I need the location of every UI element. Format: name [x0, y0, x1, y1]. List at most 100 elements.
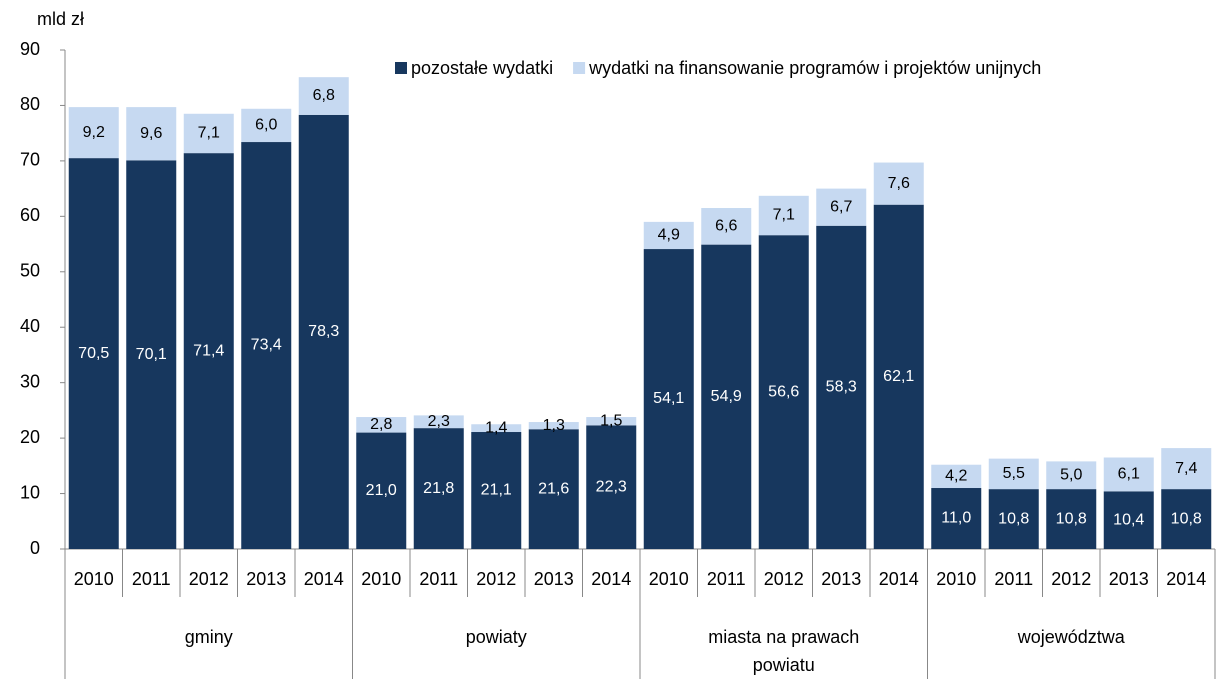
value-label: 10,4: [1113, 511, 1144, 528]
value-label: 9,6: [140, 125, 162, 142]
y-tick-label: 70: [20, 150, 40, 170]
value-label: 21,8: [423, 480, 454, 497]
y-axis-label: mld zł: [37, 9, 84, 29]
y-tick-label: 30: [20, 371, 40, 391]
y-tick-label: 60: [20, 205, 40, 225]
value-label: 4,9: [658, 227, 680, 244]
x-tick-label: 2014: [879, 569, 919, 589]
bar-segment: [758, 235, 809, 549]
value-label: 21,6: [538, 480, 569, 497]
group-label: miasta na prawach powiatu: [708, 627, 860, 675]
x-tick-label: 2012: [189, 569, 229, 589]
value-label: 10,8: [998, 510, 1029, 527]
value-label: 9,2: [83, 124, 105, 141]
x-tick-label: 2011: [707, 569, 746, 589]
x-tick-label: 2014: [304, 569, 344, 589]
bar-segment: [586, 425, 637, 549]
y-tick-label: 0: [30, 538, 40, 558]
x-tick-label: 2013: [246, 569, 286, 589]
bar-segment: [758, 195, 809, 236]
value-label: 78,3: [308, 323, 339, 340]
bar-segment: [931, 464, 982, 489]
value-label: 62,1: [883, 368, 914, 385]
value-label: 73,4: [251, 337, 282, 354]
bar-segment: [528, 429, 579, 549]
y-tick-label: 20: [20, 427, 40, 447]
y-tick-label: 90: [20, 39, 40, 59]
value-label: 58,3: [826, 379, 857, 396]
value-label: 6,0: [255, 117, 277, 134]
bar-segment: [816, 188, 867, 226]
bar-segment: [1161, 489, 1212, 549]
value-label: 11,0: [941, 510, 971, 527]
value-label: 70,5: [78, 345, 109, 362]
bar-segment: [1103, 491, 1154, 549]
bar-segment: [356, 417, 407, 433]
value-label: 7,1: [773, 207, 795, 224]
value-label: 1,3: [543, 417, 565, 434]
value-label: 7,4: [1175, 460, 1197, 477]
bar-segment: [126, 107, 177, 161]
y-tick-label: 40: [20, 316, 40, 336]
x-tick-label: 2010: [936, 569, 976, 589]
value-label: 7,1: [198, 125, 220, 142]
legend-label: pozostałe wydatki: [411, 58, 553, 78]
x-tick-label: 2010: [649, 569, 689, 589]
x-tick-label: 2014: [591, 569, 631, 589]
bar-segment: [701, 244, 752, 550]
bar-segment: [643, 249, 694, 549]
group-label: powiaty: [465, 627, 527, 647]
value-label: 6,8: [313, 87, 335, 104]
bar-segment: [586, 417, 637, 426]
value-label: 56,6: [768, 383, 799, 400]
y-tick-label: 80: [20, 94, 40, 114]
value-label: 1,4: [485, 419, 507, 436]
bar-segment: [988, 458, 1039, 490]
bar-segment: [701, 208, 752, 245]
value-label: 54,9: [711, 388, 742, 405]
x-tick-label: 2012: [764, 569, 804, 589]
y-tick-label: 10: [20, 482, 40, 502]
x-tick-label: 2011: [419, 569, 458, 589]
value-label: 2,8: [370, 416, 392, 433]
bar-segment: [1161, 448, 1212, 490]
bar-segment: [241, 142, 292, 549]
bar-segment: [643, 221, 694, 250]
x-tick-label: 2011: [132, 569, 171, 589]
value-label: 5,5: [1003, 465, 1025, 482]
value-label: 22,3: [596, 478, 627, 495]
x-tick-label: 2010: [361, 569, 401, 589]
x-tick-label: 2010: [74, 569, 114, 589]
bar-segment: [183, 153, 234, 550]
bar-segment: [816, 225, 867, 549]
bar-segment: [68, 158, 119, 549]
bar-segment: [873, 204, 924, 549]
bar-segment: [528, 422, 579, 430]
value-label: 4,2: [945, 468, 967, 485]
bar-segment: [413, 428, 464, 549]
bar-segment: [298, 77, 349, 115]
legend-label: wydatki na finansowanie programów i proj…: [588, 58, 1041, 78]
value-label: 54,1: [653, 390, 684, 407]
y-tick-label: 50: [20, 261, 40, 281]
bar-segment: [1103, 457, 1154, 492]
value-label: 10,8: [1056, 510, 1087, 527]
bar-segment: [988, 489, 1039, 549]
value-label: 5,0: [1060, 466, 1082, 483]
value-label: 70,1: [136, 346, 167, 363]
bar-segment: [471, 424, 522, 433]
bar-segment: [241, 108, 292, 143]
value-label: 2,3: [428, 413, 450, 430]
bar-segment: [413, 415, 464, 429]
value-label: 71,4: [193, 342, 224, 359]
bar-segment: [1046, 489, 1097, 549]
x-tick-label: 2012: [476, 569, 516, 589]
bar-segment: [298, 114, 349, 550]
bar-segment: [931, 488, 982, 549]
value-label: 7,6: [888, 175, 910, 192]
bar-segment: [68, 107, 119, 159]
bar-segment: [873, 162, 924, 205]
value-label: 21,0: [366, 482, 397, 499]
